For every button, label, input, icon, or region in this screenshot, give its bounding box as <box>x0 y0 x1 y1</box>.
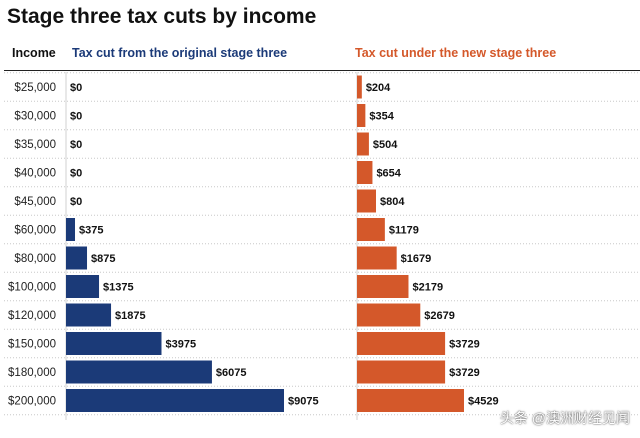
value-label-original: $0 <box>70 168 82 180</box>
income-label: $35,000 <box>14 139 56 151</box>
income-label: $60,000 <box>14 225 56 237</box>
income-label: $180,000 <box>8 367 56 379</box>
value-label-new: $504 <box>373 139 398 151</box>
bar-new <box>357 332 446 355</box>
bar-new <box>357 132 369 156</box>
value-label-original: $1375 <box>103 282 134 294</box>
bar-new <box>357 161 373 184</box>
value-label-new: $354 <box>369 111 394 123</box>
value-label-original: $9075 <box>288 396 319 408</box>
value-label-new: $3729 <box>449 339 480 351</box>
bar-original <box>66 303 112 327</box>
income-label: $200,000 <box>8 396 56 408</box>
bar-new <box>357 360 446 384</box>
value-label-new: $3729 <box>449 367 480 379</box>
bar-new <box>357 104 366 127</box>
income-label: $150,000 <box>8 339 56 351</box>
value-label-original: $0 <box>70 139 82 151</box>
value-label-new: $1179 <box>389 225 419 237</box>
bar-original <box>66 246 88 270</box>
bar-new <box>357 218 385 241</box>
original-stage-three-header: Tax cut from the original stage three <box>72 46 288 60</box>
bar-new <box>357 275 409 298</box>
value-label-original: $6075 <box>216 367 247 379</box>
income-label: $100,000 <box>8 282 56 294</box>
bar-original <box>66 360 212 384</box>
new-stage-three-header: Tax cut under the new stage three <box>355 46 557 60</box>
watermark: 头条 @澳洲财经见闻 <box>499 410 630 426</box>
value-label-new: $204 <box>366 82 391 94</box>
value-label-new: $1679 <box>401 253 432 265</box>
bar-new <box>357 389 464 412</box>
bar-new <box>357 246 397 270</box>
value-label-original: $0 <box>70 196 82 208</box>
value-label-new: $2679 <box>424 310 455 322</box>
income-column-header: Income <box>12 46 56 60</box>
income-label: $80,000 <box>14 253 56 265</box>
income-label: $120,000 <box>8 310 56 322</box>
value-label-original: $0 <box>70 111 82 123</box>
page-title: Stage three tax cuts by income <box>7 5 317 28</box>
value-label-original: $375 <box>79 225 103 237</box>
income-label: $25,000 <box>14 82 56 94</box>
value-label-new: $4529 <box>468 396 499 408</box>
value-label-original: $875 <box>91 253 115 265</box>
income-label: $30,000 <box>14 111 56 123</box>
bar-new <box>357 75 362 99</box>
bar-original <box>66 332 162 355</box>
bar-original <box>66 218 76 241</box>
value-label-new: $804 <box>380 196 405 208</box>
bar-new <box>357 303 421 327</box>
header-rule <box>4 70 640 71</box>
value-label-new: $654 <box>376 168 401 180</box>
value-label-original: $3975 <box>165 339 196 351</box>
bar-original <box>66 389 284 412</box>
bar-new <box>357 189 376 213</box>
bar-original <box>66 275 100 298</box>
value-label-original: $1875 <box>115 310 146 322</box>
value-label-new: $2179 <box>412 282 443 294</box>
value-label-original: $0 <box>70 82 82 94</box>
income-label: $40,000 <box>14 168 56 180</box>
income-label: $45,000 <box>14 196 56 208</box>
